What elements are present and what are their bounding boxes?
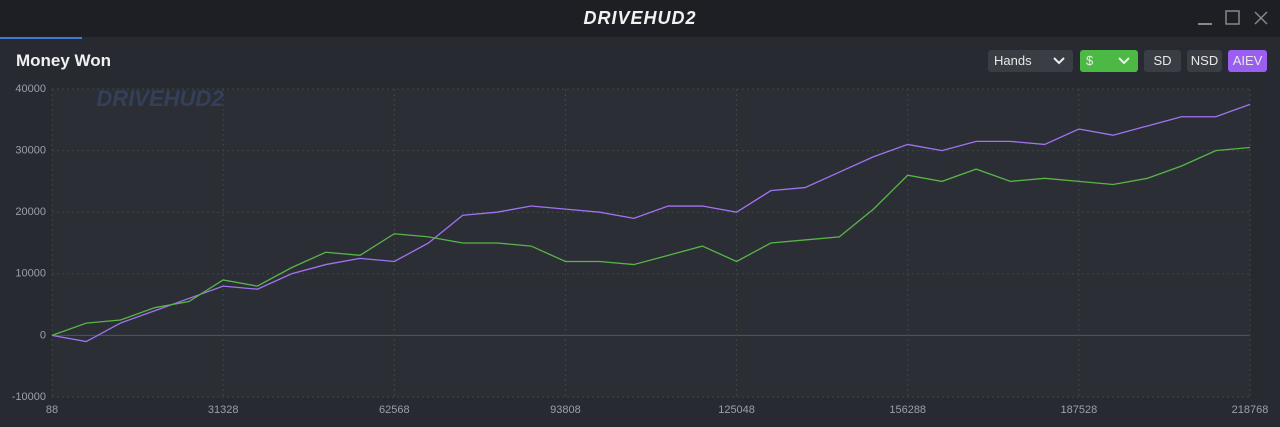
x-tick-label: 156288 [889,404,926,416]
app-logo: DRIVEHUD2 [583,8,697,28]
x-tick-label: 187528 [1060,404,1097,416]
toggle-button[interactable]: SD [1144,50,1181,72]
y-tick-label: 10000 [15,268,46,280]
dropdown-text: Hands [994,53,1032,68]
series-line [51,146,1251,337]
panel-title: Money Won [16,51,112,70]
toggle-button[interactable]: AIEV [1228,50,1267,72]
x-tick-label: 62568 [379,404,410,416]
plot-area [52,89,1250,397]
title-bar: DRIVEHUD2 [0,0,1280,37]
watermark: DRIVEHUD2 [96,86,224,111]
x-tick-label: 218768 [1232,404,1269,416]
toggle-button[interactable]: NSD [1187,50,1222,72]
x-tick-label: 31328 [208,404,239,416]
currency-dropdown[interactable]: $ [1080,50,1138,72]
y-tick-label: 0 [40,329,46,341]
x-tick-label: 88 [46,404,58,416]
series-line [51,103,1251,343]
y-tick-label: 30000 [15,145,46,157]
axis-dropdown[interactable]: Hands [988,50,1073,72]
dropdown-text: $ [1086,53,1094,68]
x-tick-label: 93808 [550,404,581,416]
y-tick-label: 20000 [15,206,46,218]
window-controls[interactable] [1190,0,1280,37]
y-tick-label: 40000 [15,83,46,95]
y-tick-label: -10000 [12,391,46,403]
progress-bar [0,37,82,39]
x-tick-label: 125048 [718,404,755,416]
